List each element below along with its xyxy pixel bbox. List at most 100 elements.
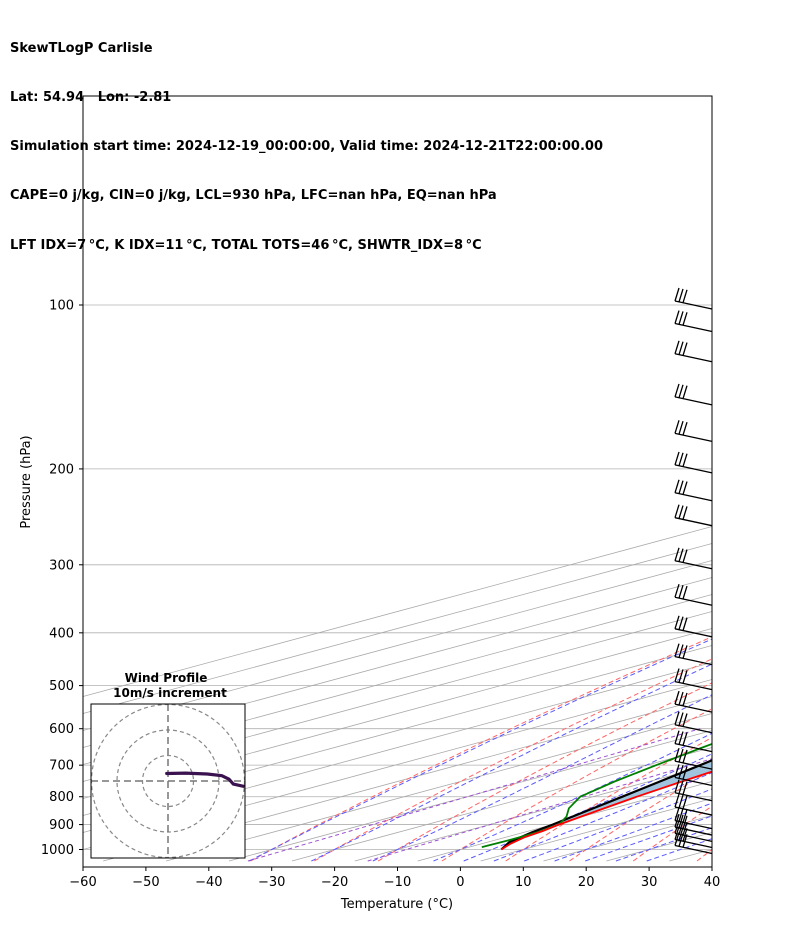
wind-barb-flag: [674, 711, 680, 725]
temperature-line: [500, 770, 712, 851]
y-tick-label: 600: [49, 722, 74, 737]
wind-barb-flag: [678, 384, 684, 398]
wind-barb-flag: [682, 749, 688, 764]
y-tick-label: 800: [49, 790, 74, 805]
wind-barb-flag: [678, 584, 684, 599]
wind-barb-staff: [674, 806, 713, 816]
x-tick-label: −30: [258, 875, 285, 890]
wind-profile-inset: Wind Profile 10m/s increment: [90, 671, 246, 859]
wind-barb-flag: [682, 549, 688, 563]
wind-barb-flag: [682, 342, 688, 356]
isotherm-line: [354, 764, 712, 862]
dry-adiabat-line: [441, 708, 712, 862]
isotherm-line: [83, 543, 712, 714]
wind-barb: [674, 711, 713, 734]
isotherm-line: [83, 679, 712, 850]
wind-barb-flag: [674, 451, 680, 466]
x-tick-label: −60: [69, 875, 96, 890]
dry-adiabat-line: [632, 805, 712, 862]
wind-barb-staff: [674, 832, 713, 843]
wind-barb-flag: [678, 808, 684, 822]
wind-barb-flag: [674, 747, 680, 762]
wind-barb-flag: [674, 690, 680, 705]
wind-barb: [674, 383, 713, 406]
wind-barb-staff: [674, 396, 713, 406]
wind-barbs: [674, 287, 713, 855]
wind-barb-flag: [682, 781, 688, 795]
wind-barb-flag: [674, 420, 680, 434]
wind-barb-flag: [682, 670, 688, 684]
wind-barb-staff: [674, 838, 713, 849]
wind-barb-flag: [678, 827, 684, 841]
y-tick-label: 500: [49, 679, 74, 694]
wind-barb: [674, 668, 713, 691]
isotherm-line: [480, 798, 712, 862]
wind-barb: [674, 615, 713, 638]
wind-barb-flag: [674, 826, 680, 840]
wind-barb: [674, 479, 713, 502]
wind-barb-flag: [674, 730, 680, 744]
moist-adiabat-line: [248, 638, 712, 862]
moist-adiabat-line: [311, 663, 712, 862]
isotherm-line: [103, 696, 712, 862]
y-tick-label: 900: [49, 818, 74, 833]
moist-adiabat-line: [372, 694, 712, 862]
mixing-ratio-line: [367, 758, 712, 862]
wind-barb: [674, 547, 713, 570]
wind-barb-flag: [674, 287, 680, 302]
wind-barb-staff: [674, 322, 713, 333]
wind-barb: [674, 747, 713, 770]
wind-barb-staff: [674, 432, 713, 442]
x-tick-label: 40: [704, 875, 721, 890]
isotherm-line: [83, 662, 712, 833]
wind-barb-staff: [674, 560, 713, 570]
wind-barb-staff: [674, 703, 713, 713]
x-axis-label: Temperature (°C): [340, 897, 453, 912]
dewpoint-line: [481, 742, 712, 848]
wind-barb: [674, 793, 713, 816]
wind-barb: [674, 310, 713, 333]
x-tick-label: 20: [578, 875, 595, 890]
wind-barb-flag: [674, 643, 680, 657]
isotherm-line: [606, 832, 712, 862]
wind-barb-flag: [678, 780, 684, 794]
isotherm-line: [166, 713, 712, 862]
wind-barb-staff: [674, 680, 713, 691]
x-tick-label: 30: [641, 875, 658, 890]
x-tick-label: −50: [132, 875, 159, 890]
wind-barb-flag: [682, 645, 688, 659]
wind-barb-flag: [678, 644, 684, 658]
y-tick-label: 1000: [41, 843, 74, 858]
wind-barb-flag: [678, 341, 684, 355]
dry-adiabat-line: [761, 305, 794, 861]
wind-barb-flag: [682, 713, 688, 727]
wind-barb-flag: [682, 617, 688, 631]
wind-barb-staff: [674, 517, 713, 527]
wind-barb-staff: [674, 819, 713, 830]
x-tick-label: −20: [321, 875, 348, 890]
wind-barb-flag: [678, 311, 684, 325]
wind-barb: [674, 826, 713, 849]
wind-barb-flag: [674, 383, 680, 398]
wind-barb-flag: [682, 585, 688, 600]
wind-barb-flag: [682, 506, 688, 520]
wind-barb-flag: [678, 421, 684, 435]
moist-adiabat-line: [433, 732, 712, 862]
wind-barb-staff: [674, 628, 713, 638]
wind-barb-flag: [674, 764, 680, 778]
wind-barb-staff: [674, 742, 713, 753]
wind-barb-flag: [674, 504, 680, 518]
wind-barb: [674, 340, 713, 363]
wind-barb: [674, 730, 713, 753]
wind-barb: [674, 690, 713, 713]
y-tick-label: 200: [49, 462, 74, 477]
isotherm-line: [83, 526, 712, 697]
y-tick-label: 300: [49, 558, 74, 573]
wind-barb: [674, 451, 713, 474]
y-tick-label: 100: [49, 299, 74, 314]
wind-barb-flag: [682, 828, 688, 842]
wind-barb-flag: [682, 289, 688, 303]
wind-barb-flag: [682, 385, 688, 399]
wind-barb-flag: [674, 310, 680, 324]
wind-barb-flag: [682, 809, 688, 823]
